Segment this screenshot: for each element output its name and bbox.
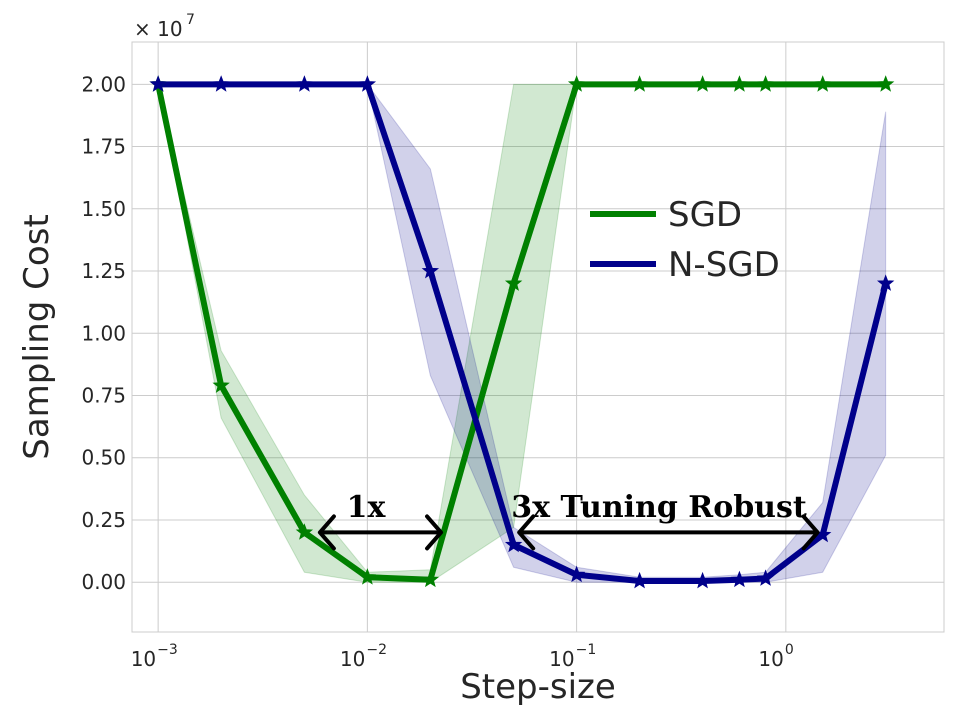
annotation-1x-label: 1x — [347, 490, 387, 525]
marker-n-sgd — [730, 570, 749, 588]
marker-sgd — [295, 523, 314, 540]
x-tick-label: 10 −1 — [549, 642, 596, 671]
marker-sgd — [421, 570, 440, 588]
marker-sgd — [877, 75, 895, 92]
marker-sgd — [630, 75, 649, 92]
marker-sgd — [814, 75, 832, 92]
x-tick-exponent: −1 — [576, 642, 597, 658]
x-tick-base: 10 — [131, 647, 156, 671]
x-tick-label: 10 0 — [758, 642, 793, 671]
marker-sgd — [212, 376, 230, 393]
annotation-arrow — [517, 514, 820, 551]
x-tick-exponent: −2 — [366, 642, 387, 658]
arrow-head-left — [317, 514, 336, 551]
y-multiplier-base: × 10 — [134, 17, 183, 41]
marker-n-sgd — [421, 261, 440, 279]
marker-n-sgd — [504, 535, 523, 553]
series-markers — [149, 75, 895, 589]
x-tick-base: 10 — [549, 647, 574, 671]
marker-n-sgd — [877, 274, 895, 291]
y-tick-label: 0.25 — [81, 508, 126, 532]
y-tick-labels: 0.00 0.25 0.50 0.75 1.00 1.25 1.50 1.75 2.00 — [81, 72, 126, 594]
y-tick-label: 1.50 — [81, 197, 126, 221]
y-tick-label: 1.00 — [81, 321, 126, 345]
legend: SGD N-SGD — [590, 195, 780, 285]
arrow-head-right — [801, 514, 820, 551]
x-tick-label: 10 −3 — [131, 642, 178, 671]
y-multiplier: × 10 7 — [134, 12, 195, 41]
marker-sgd — [730, 75, 749, 92]
arrow-head-right — [425, 514, 444, 551]
marker-n-sgd — [630, 571, 649, 589]
x-tick-base: 10 — [340, 647, 365, 671]
x-axis-title: Step-size — [460, 667, 616, 707]
x-tick-base: 10 — [758, 647, 783, 671]
marker-n-sgd — [756, 569, 775, 586]
legend-label-n-sgd: N-SGD — [668, 245, 780, 285]
marker-sgd — [504, 274, 523, 291]
marker-sgd — [567, 75, 586, 92]
x-tick-exponent: 0 — [785, 642, 794, 658]
y-axis-title: Sampling Cost — [17, 214, 57, 460]
annotation-3x-label: 3x Tuning Robust — [511, 490, 807, 525]
x-tick-exponent: −3 — [157, 642, 178, 658]
annotations: 1x 3x Tuning Robust — [317, 490, 820, 551]
y-tick-label: 0.00 — [81, 570, 126, 594]
legend-label-sgd: SGD — [668, 195, 742, 235]
marker-n-sgd — [358, 75, 377, 92]
annotation-arrow — [317, 514, 444, 551]
marker-n-sgd — [567, 565, 586, 583]
y-tick-label: 0.75 — [81, 384, 126, 408]
marker-n-sgd — [693, 571, 712, 589]
marker-sgd — [693, 75, 712, 92]
marker-n-sgd — [295, 75, 314, 92]
marker-sgd — [358, 568, 377, 585]
y-tick-label: 1.75 — [81, 135, 126, 159]
y-tick-label: 2.00 — [81, 72, 126, 96]
y-tick-label: 0.50 — [81, 446, 126, 470]
x-tick-labels: 10 −3 10 −2 10 −1 10 0 — [131, 642, 794, 671]
y-tick-label: 1.25 — [81, 259, 126, 283]
marker-n-sgd — [212, 75, 230, 92]
marker-sgd — [756, 75, 775, 92]
x-tick-label: 10 −2 — [340, 642, 387, 671]
arrow-head-left — [517, 514, 536, 551]
marker-n-sgd — [149, 75, 167, 92]
y-multiplier-exponent: 7 — [186, 12, 195, 28]
